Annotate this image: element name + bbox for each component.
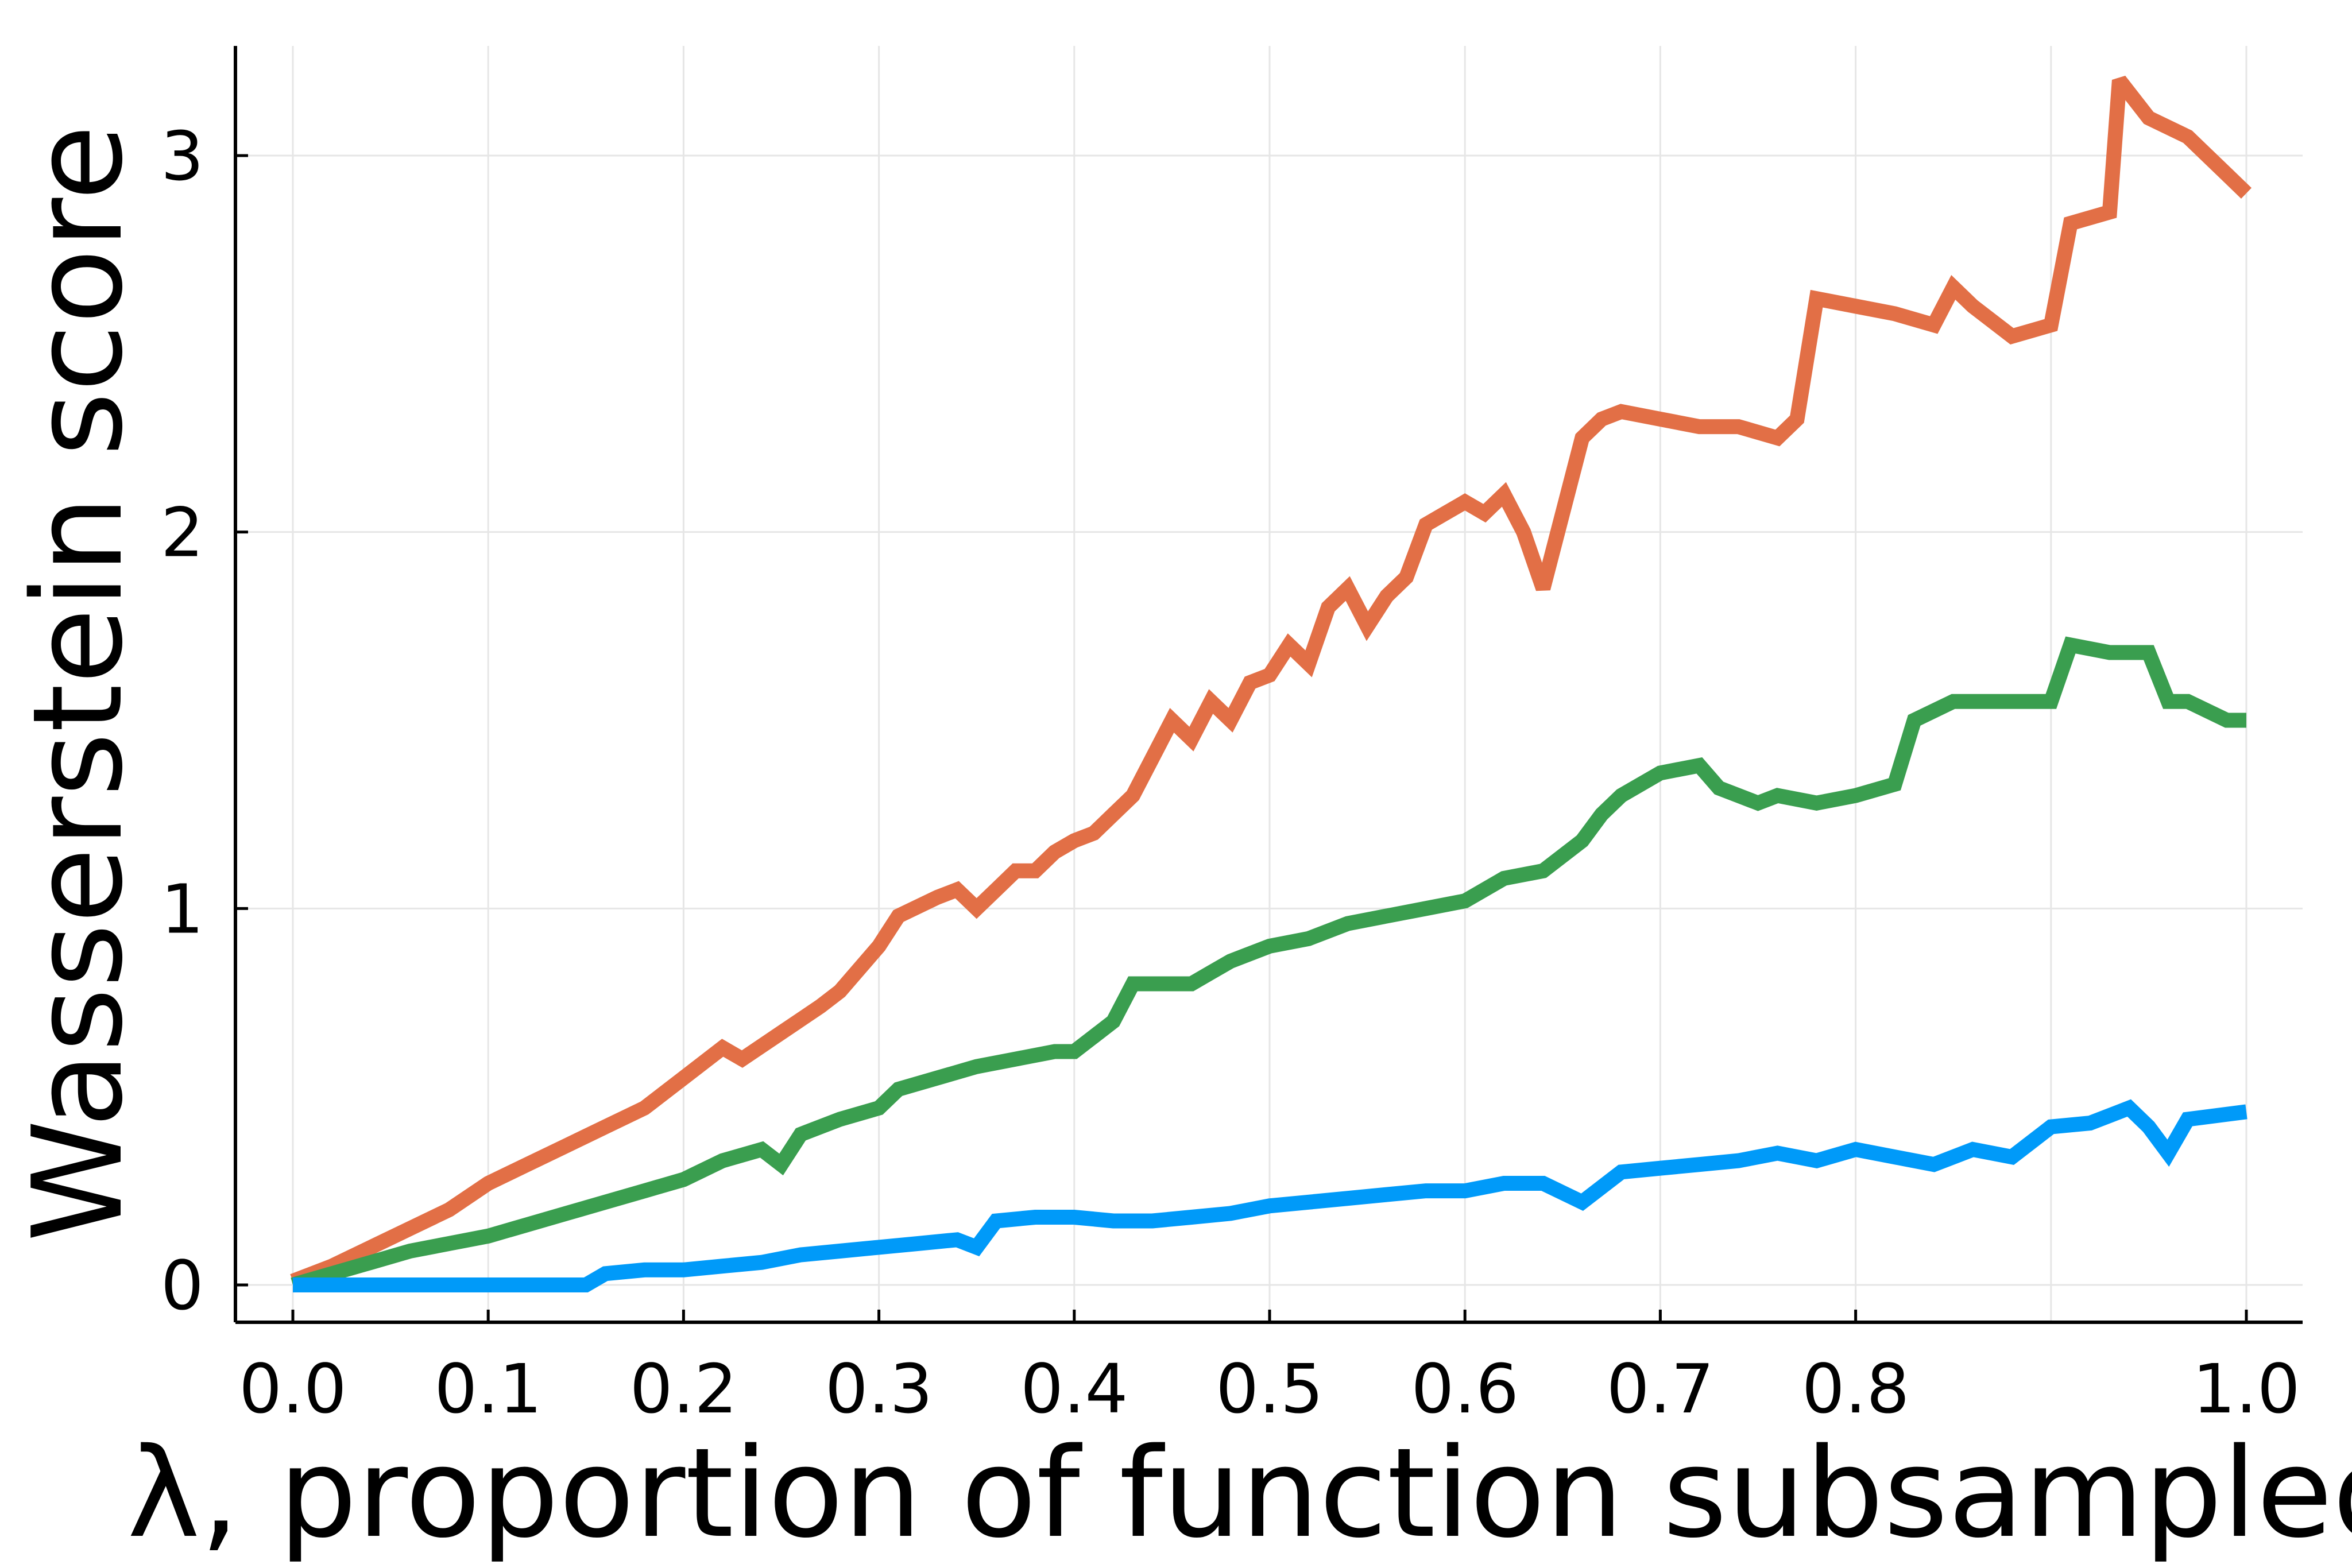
y-tick-label: 1 <box>161 869 204 948</box>
x-tick-label: 0.8 <box>1802 1349 1910 1428</box>
y-tick-label: 0 <box>161 1246 204 1325</box>
x-tick-label: 0.4 <box>1020 1349 1128 1428</box>
series-line-2 <box>291 636 2246 1292</box>
series-line-3 <box>293 1099 2247 1292</box>
y-tick-label: 3 <box>161 117 204 196</box>
x-ticks: 0.0 0.1 0.2 0.3 0.4 0.5 0.6 0.7 0.8 1.0 <box>239 1310 2300 1428</box>
series-line-1 <box>290 75 2252 1288</box>
x-tick-label: 0.0 <box>239 1349 347 1428</box>
x-tick-label: 1.0 <box>2192 1349 2300 1428</box>
y-tick-label: 2 <box>161 493 204 572</box>
y-ticks: 0 1 2 3 <box>161 117 248 1325</box>
x-tick-label: 0.5 <box>1216 1349 1324 1428</box>
x-tick-label: 0.6 <box>1411 1349 1519 1428</box>
x-tick-label: 0.1 <box>434 1349 542 1428</box>
y-axis-title: Wasserstein score <box>6 125 150 1242</box>
x-axis-title: λ, proportion of function subsampled <box>127 1421 2352 1565</box>
x-tick-label: 0.2 <box>630 1349 738 1428</box>
series-lines <box>290 75 2252 1292</box>
x-tick-label: 0.3 <box>825 1349 933 1428</box>
x-tick-label: 0.7 <box>1607 1349 1715 1428</box>
